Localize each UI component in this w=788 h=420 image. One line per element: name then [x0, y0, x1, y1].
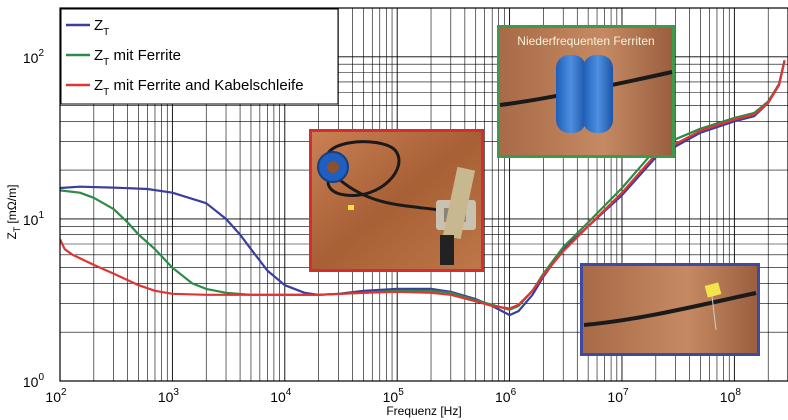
x-axis-ticks: 102 103 104 105 106 107 108	[45, 387, 741, 405]
legend-entry-1: ZT	[66, 17, 109, 38]
x-tick-label: 102	[45, 387, 67, 405]
svg-text:ZT[mΩ/m]: ZT [mΩ/m]	[5, 185, 22, 240]
legend-label: ZT mit Ferrite	[94, 47, 181, 68]
y-axis-label-sub: T	[12, 226, 22, 232]
series-line-3	[60, 60, 786, 310]
x-tick-label: 107	[607, 387, 629, 405]
photo-cable-with-tag	[580, 263, 760, 356]
photo-caption: Niederfrequenten Ferriten	[517, 34, 654, 48]
y-axis-ticks: 100 101 102	[23, 48, 45, 390]
y-tick-label: 102	[23, 48, 45, 66]
legend-entry-3: ZT mit Ferrite and Kabelschleife	[66, 77, 304, 98]
x-axis-label: Frequenz [Hz]	[386, 404, 461, 418]
x-tick-label: 104	[270, 387, 292, 405]
legend-entry-2: ZT mit Ferrite	[66, 47, 181, 68]
x-tick-label: 105	[383, 387, 405, 405]
legend-label: ZT	[94, 17, 109, 38]
legend: ZT ZT mit Ferrite ZT mit Ferrite and Kabel…	[60, 8, 339, 105]
photo-ferrite-with-cable-loop	[309, 129, 484, 272]
x-tick-label: 108	[720, 387, 742, 405]
y-axis-label: ZT [mΩ/m]	[5, 185, 22, 240]
y-axis-label-unit: [mΩ/m]	[5, 185, 19, 224]
x-tick-label: 106	[495, 387, 517, 405]
y-tick-label: 101	[23, 210, 45, 228]
y-axis-label-main: Z	[5, 232, 19, 239]
plot-frame	[59, 7, 788, 382]
x-tick-label: 103	[158, 387, 180, 405]
photo-low-frequency-ferrites: Niederfrequenten Ferriten	[497, 25, 675, 158]
series-lines	[60, 60, 786, 317]
series-line-2	[60, 60, 786, 311]
y-tick-label: 100	[23, 372, 45, 390]
legend-label: ZT mit Ferrite and Kabelschleife	[94, 77, 304, 98]
